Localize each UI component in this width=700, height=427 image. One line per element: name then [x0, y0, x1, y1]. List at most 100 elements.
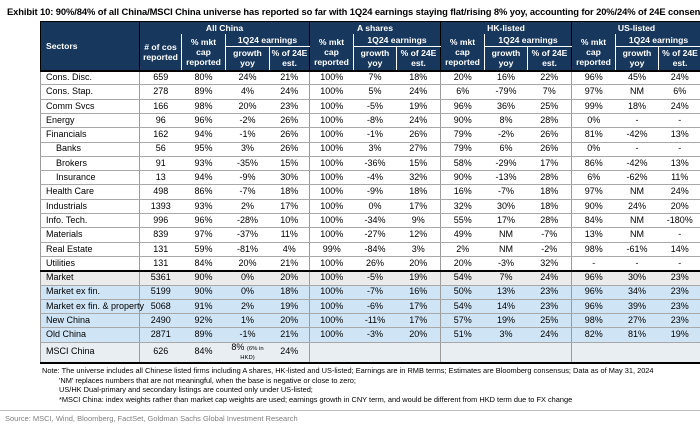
table-cell: 18% — [615, 99, 659, 114]
sector-label: New China — [40, 313, 140, 329]
table-cell: NM — [615, 84, 659, 100]
col-header-pctest-ashares: % of 24E est. — [396, 46, 441, 71]
table-cell: 90% — [181, 269, 226, 286]
table-cell: 23% — [527, 285, 572, 300]
table-cell: 166 — [139, 99, 182, 114]
table-cell: 58% — [440, 156, 485, 172]
table-cell: 93% — [181, 156, 226, 172]
table-cell: 23% — [658, 269, 700, 286]
table-cell: -84% — [353, 242, 397, 257]
table-cell: 2490 — [139, 313, 182, 329]
table-cell: 28% — [527, 170, 572, 186]
footnote-line: Note: The universe includes all Chinese … — [42, 365, 654, 375]
table-cell: -9% — [225, 170, 270, 186]
table-cell: 96% — [571, 69, 616, 86]
table-cell: 97% — [571, 84, 616, 100]
col-header-earnings-hk: 1Q24 earnings — [484, 34, 572, 48]
sector-label: Info. Tech. — [40, 213, 140, 229]
table-cell: 7% — [527, 84, 572, 100]
table-cell: 22% — [527, 69, 572, 86]
table-cell: 81% — [615, 327, 659, 343]
table-cell: 2% — [225, 299, 270, 315]
source-line: Source: MSCI, Wind, Bloomberg, FactSet, … — [0, 410, 700, 427]
table-cell: 17% — [527, 156, 572, 172]
table-cell: 3% — [484, 327, 528, 343]
table-cell: 4% — [269, 242, 310, 257]
table-cell: 93% — [181, 199, 226, 215]
table-cell: 100% — [309, 127, 354, 143]
table-cell: -13% — [484, 170, 528, 186]
table-cell: 13% — [484, 285, 528, 300]
table-cell: 56 — [139, 142, 182, 157]
table-cell: 100% — [309, 142, 354, 157]
table-cell: 24% — [615, 199, 659, 215]
table-cell: 27% — [396, 142, 441, 157]
table-cell: 3% — [396, 242, 441, 257]
table-row: Cons. Stap. 278 89% 4% 24% 100% 5% 24% 6% -79% 7% 9… — [40, 84, 700, 100]
table-cell: 79% — [440, 142, 485, 157]
table-cell: 86% — [571, 156, 616, 172]
table-cell: 80% — [181, 69, 226, 86]
table-cell: 26% — [353, 256, 397, 272]
table-cell: 98% — [181, 99, 226, 114]
table-cell: 19% — [484, 313, 528, 329]
table-cell: 99% — [571, 99, 616, 114]
table-cell: -81% — [225, 242, 270, 257]
table-row: Old China 2871 89% -1% 21% 100% -3% 20% 51% 3% 24%… — [40, 327, 700, 343]
table-cell: 32% — [440, 199, 485, 215]
table-cell: 21% — [269, 69, 310, 86]
table-cell: 11% — [269, 227, 310, 243]
table-cell: 21% — [269, 327, 310, 343]
table-cell: NM — [615, 213, 659, 229]
table-row: Market ex fin. & property 5068 91% 2% 19% 100… — [40, 299, 700, 315]
table-cell: 18% — [396, 184, 441, 200]
table-cell: 96% — [181, 113, 226, 129]
table-cell: 498 — [139, 184, 182, 200]
earnings-table: Sectors All China A shares HK-listed US-… — [40, 20, 700, 364]
table-cell: 54% — [440, 269, 485, 286]
table-cell: 26% — [269, 127, 310, 143]
table-cell: 13% — [658, 156, 700, 172]
table-cell: 81% — [571, 127, 616, 143]
sector-label: Financials — [40, 127, 140, 143]
table-cell: -3% — [353, 327, 397, 343]
table-cell: 23% — [658, 313, 700, 329]
table-cell: 96% — [571, 269, 616, 286]
table-cell: 14% — [484, 299, 528, 315]
group-header-us-listed: US-listed — [570, 21, 700, 35]
table-cell: 13% — [571, 227, 616, 243]
table-cell: 626 — [139, 341, 182, 364]
table-cell: -2% — [484, 127, 528, 143]
table-cell: 17% — [484, 213, 528, 229]
table-cell: - — [658, 227, 700, 243]
table-cell — [396, 341, 441, 364]
table-cell: 16% — [440, 184, 485, 200]
table-cell: - — [658, 113, 700, 129]
table-cell — [615, 341, 659, 364]
table-cell: -5% — [353, 269, 397, 286]
table-cell: 20% — [269, 313, 310, 329]
table-cell: 839 — [139, 227, 182, 243]
table-cell: 18% — [527, 199, 572, 215]
footnote-line: US/HK Dual-primary and secondary listing… — [59, 385, 313, 395]
table-row: Insurance 13 94% -9% 30% 100% -4% 32% 90% -13% 28%… — [40, 170, 700, 186]
table-cell: 100% — [309, 84, 354, 100]
table-cell: 24% — [658, 69, 700, 86]
sector-label: Old China — [40, 327, 140, 343]
table-cell — [658, 341, 700, 364]
table-cell: 5% — [353, 84, 397, 100]
table-cell: 16% — [484, 69, 528, 86]
sector-label: Cons. Disc. — [40, 69, 140, 86]
table-cell — [309, 341, 354, 364]
table-cell: 1% — [225, 313, 270, 329]
table-cell: 24% — [225, 69, 270, 86]
table-cell: 100% — [309, 285, 354, 300]
col-header-mktcap-us: % mkt cap reported — [571, 34, 616, 71]
table-cell: NM — [484, 242, 528, 257]
table-cell: 84% — [571, 213, 616, 229]
table-cell: 20% — [225, 256, 270, 272]
growth-value: 8% — [231, 341, 247, 352]
table-cell: 32% — [527, 256, 572, 272]
table-cell: 10% — [269, 213, 310, 229]
table-cell: 91 — [139, 156, 182, 172]
